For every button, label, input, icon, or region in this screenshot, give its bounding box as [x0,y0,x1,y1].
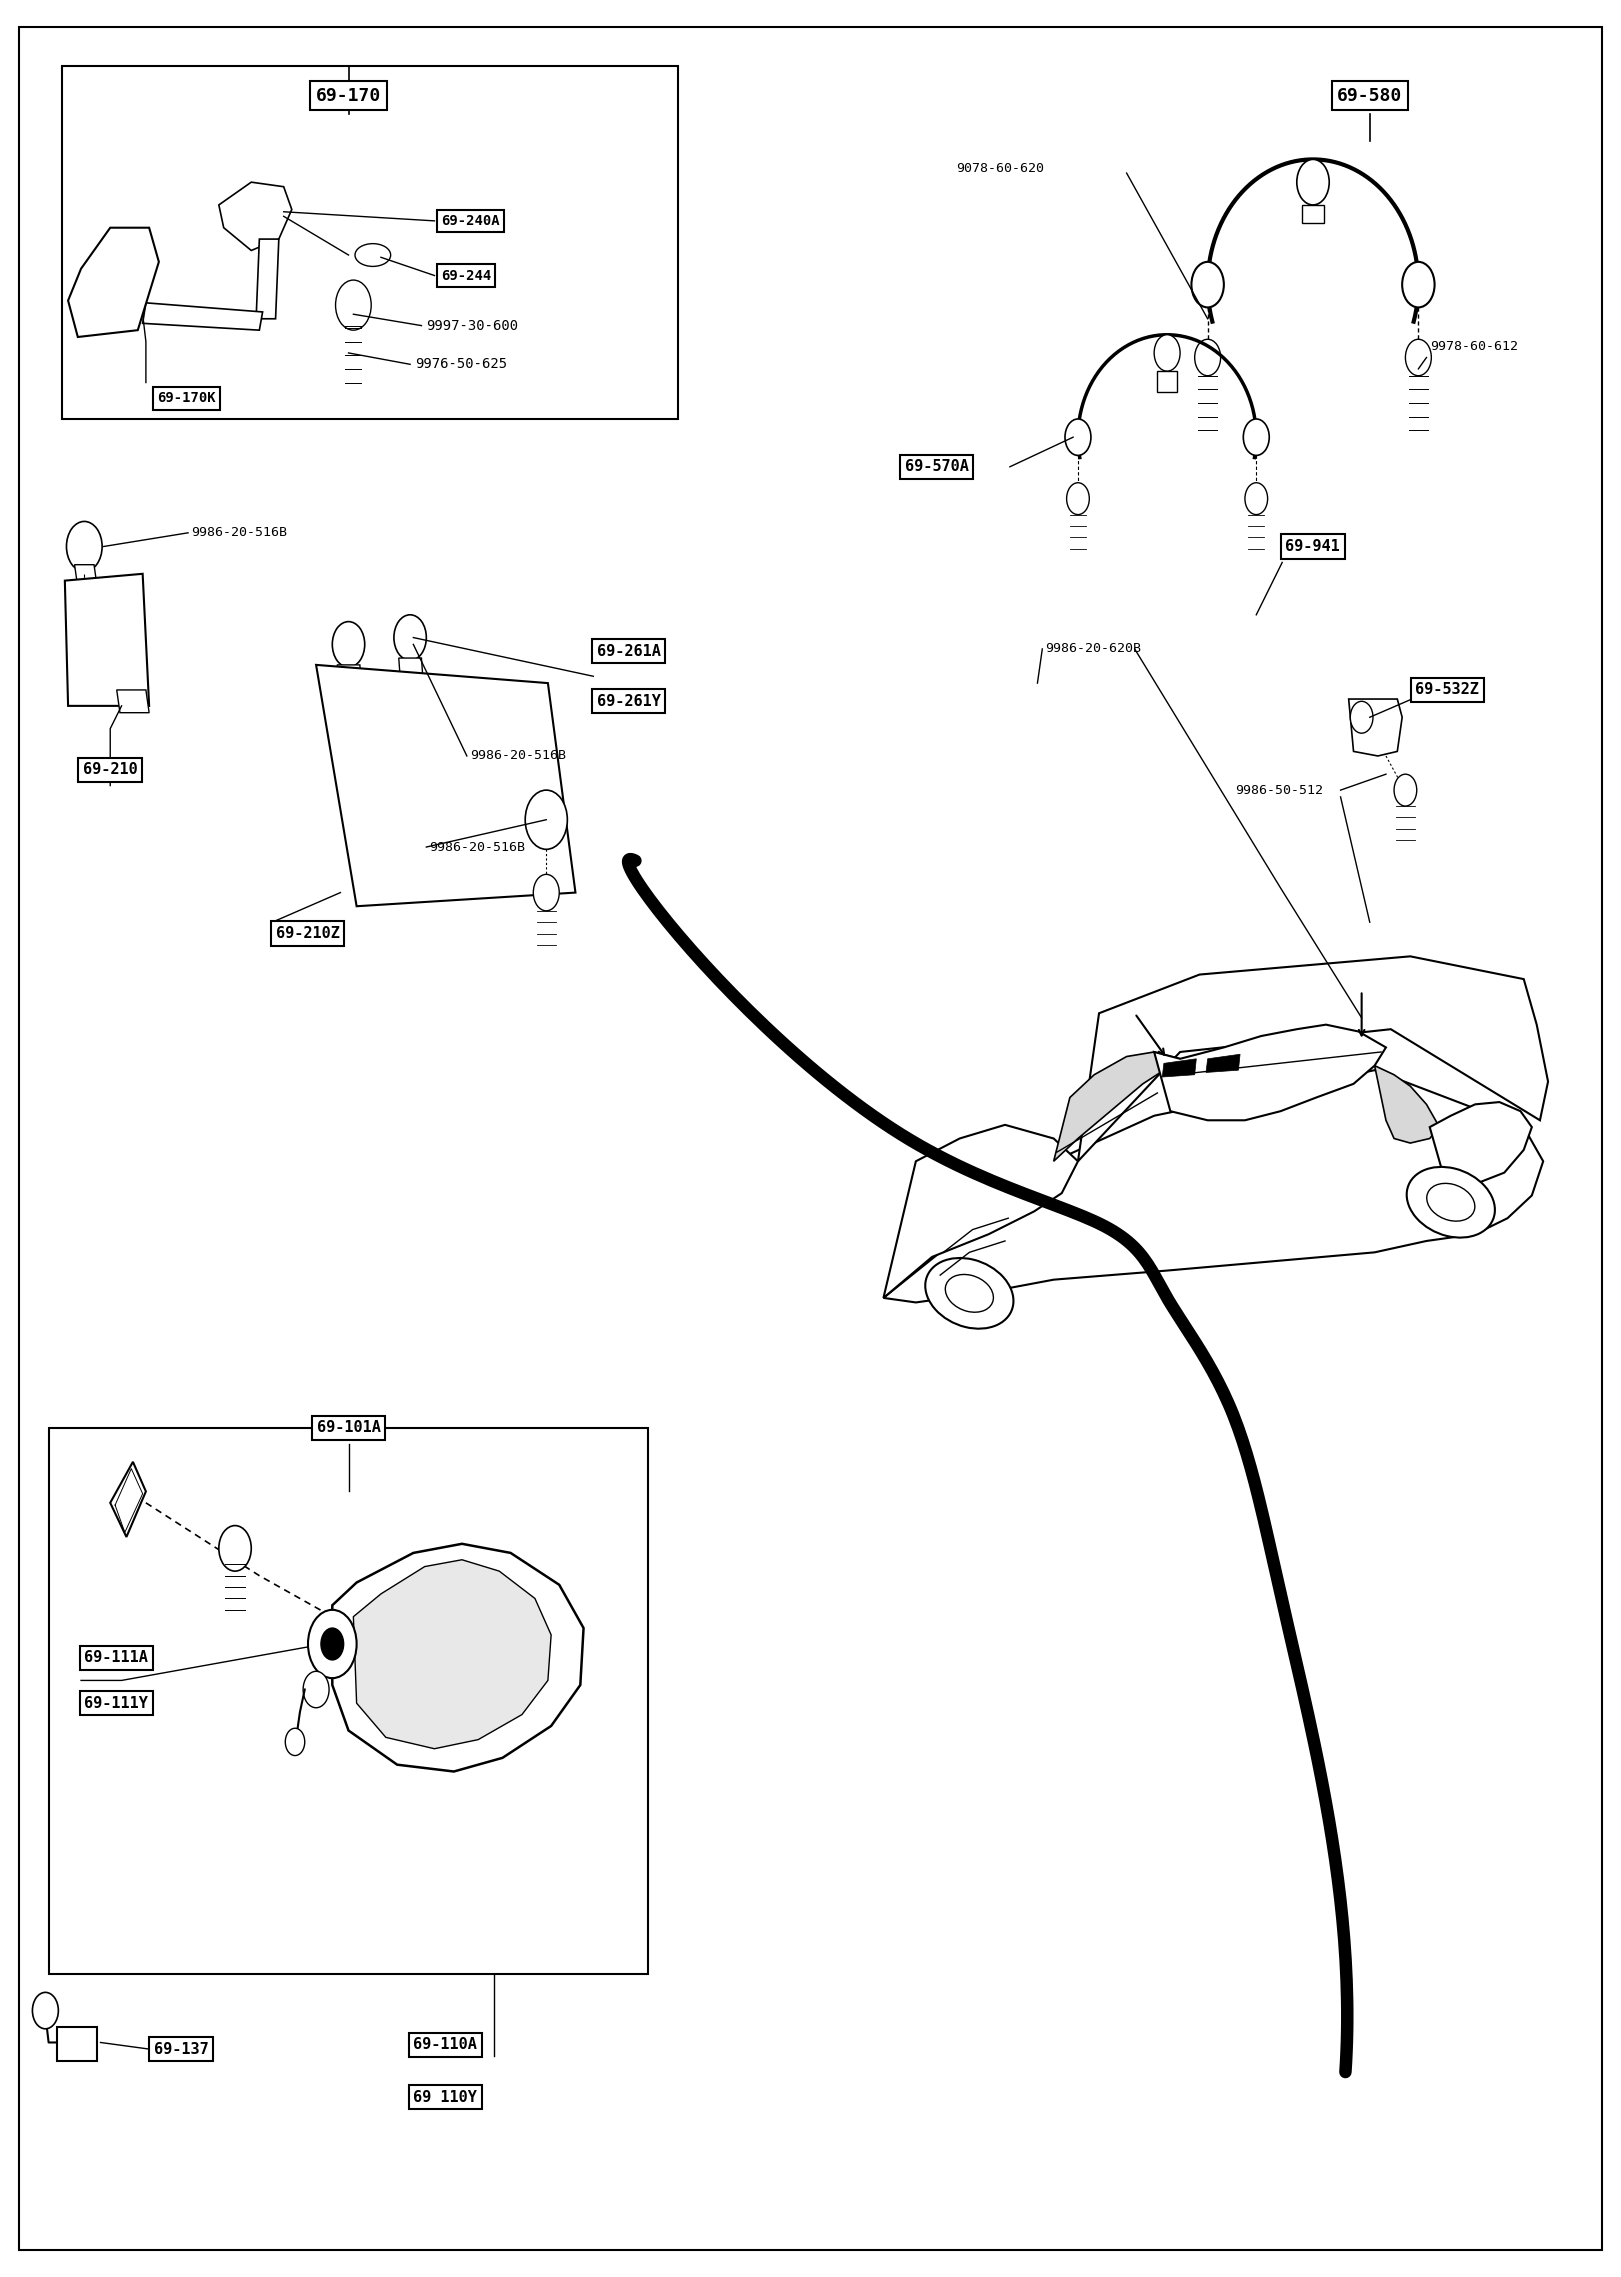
Polygon shape [143,303,263,330]
Polygon shape [68,228,159,337]
Text: 69-110A: 69-110A [413,2038,477,2052]
Circle shape [219,1526,251,1571]
Text: 69-941: 69-941 [1285,540,1341,553]
Circle shape [1245,483,1268,515]
Text: 69-111A: 69-111A [84,1651,148,1664]
Ellipse shape [355,244,391,266]
Circle shape [66,521,102,572]
Text: 69 110Y: 69 110Y [413,2090,477,2104]
Polygon shape [1157,371,1177,392]
Polygon shape [57,2027,97,2061]
Circle shape [1154,335,1180,371]
Text: 69-210Z: 69-210Z [276,927,339,940]
Polygon shape [110,1462,146,1537]
Polygon shape [353,1560,551,1749]
Text: 9986-20-516B: 9986-20-516B [430,840,525,854]
Circle shape [71,601,97,638]
Text: 9986-20-516B: 9986-20-516B [470,749,566,763]
Circle shape [1402,262,1435,307]
Polygon shape [1206,1054,1240,1072]
Text: 69-170: 69-170 [316,87,381,105]
Text: 9078-60-620: 9078-60-620 [956,162,1044,175]
Circle shape [332,622,365,667]
Bar [49,1428,648,1974]
Circle shape [336,280,371,330]
Ellipse shape [945,1275,994,1312]
Circle shape [533,874,559,911]
Circle shape [525,790,567,849]
Polygon shape [219,182,292,250]
Text: 69-240A: 69-240A [441,214,499,228]
Polygon shape [65,574,149,706]
Circle shape [1065,419,1091,455]
Circle shape [308,1610,357,1678]
Text: 69-570A: 69-570A [905,460,968,474]
Circle shape [1191,262,1224,307]
Circle shape [303,1671,329,1708]
Polygon shape [256,239,279,319]
Polygon shape [883,1070,1543,1302]
Text: 9997-30-600: 9997-30-600 [426,319,519,332]
Polygon shape [1349,699,1402,756]
Text: 69-210: 69-210 [83,763,138,776]
Circle shape [1350,701,1373,733]
Text: 9986-20-620B: 9986-20-620B [1046,642,1141,656]
Polygon shape [316,665,575,906]
Polygon shape [1162,1059,1196,1077]
Circle shape [1297,159,1329,205]
Text: 69-261A: 69-261A [597,644,660,658]
Text: 69-532Z: 69-532Z [1415,683,1478,697]
Polygon shape [1078,956,1548,1161]
Bar [62,66,678,419]
Text: 9976-50-625: 9976-50-625 [415,357,507,371]
Ellipse shape [1407,1166,1495,1239]
Circle shape [1067,483,1089,515]
Polygon shape [117,690,149,713]
Text: 9978-60-612: 9978-60-612 [1430,339,1517,353]
Ellipse shape [1426,1184,1475,1220]
Polygon shape [75,565,97,587]
Circle shape [1394,774,1417,806]
Text: 69-170K: 69-170K [157,392,216,405]
Text: 69-244: 69-244 [441,269,491,282]
Circle shape [394,615,426,660]
Polygon shape [1054,1052,1180,1161]
Circle shape [32,1992,58,2029]
Text: 69-111Y: 69-111Y [84,1696,148,1710]
Circle shape [321,1628,344,1660]
Text: 9986-20-516B: 9986-20-516B [191,526,287,540]
Polygon shape [883,1125,1078,1298]
Polygon shape [337,665,361,688]
Polygon shape [1154,1025,1386,1120]
Circle shape [1195,339,1221,376]
Text: 69-580: 69-580 [1337,87,1402,105]
Circle shape [285,1728,305,1756]
Circle shape [1243,419,1269,455]
Polygon shape [1375,1066,1439,1143]
Text: 69-261Y: 69-261Y [597,694,660,708]
Polygon shape [332,1544,584,1772]
Polygon shape [1430,1102,1532,1184]
Polygon shape [1302,205,1324,223]
Text: 9986-50-512: 9986-50-512 [1235,783,1323,797]
Text: 69-137: 69-137 [154,2042,209,2056]
Ellipse shape [926,1257,1013,1330]
Polygon shape [399,658,423,681]
Circle shape [1405,339,1431,376]
Text: 69-101A: 69-101A [316,1421,381,1435]
